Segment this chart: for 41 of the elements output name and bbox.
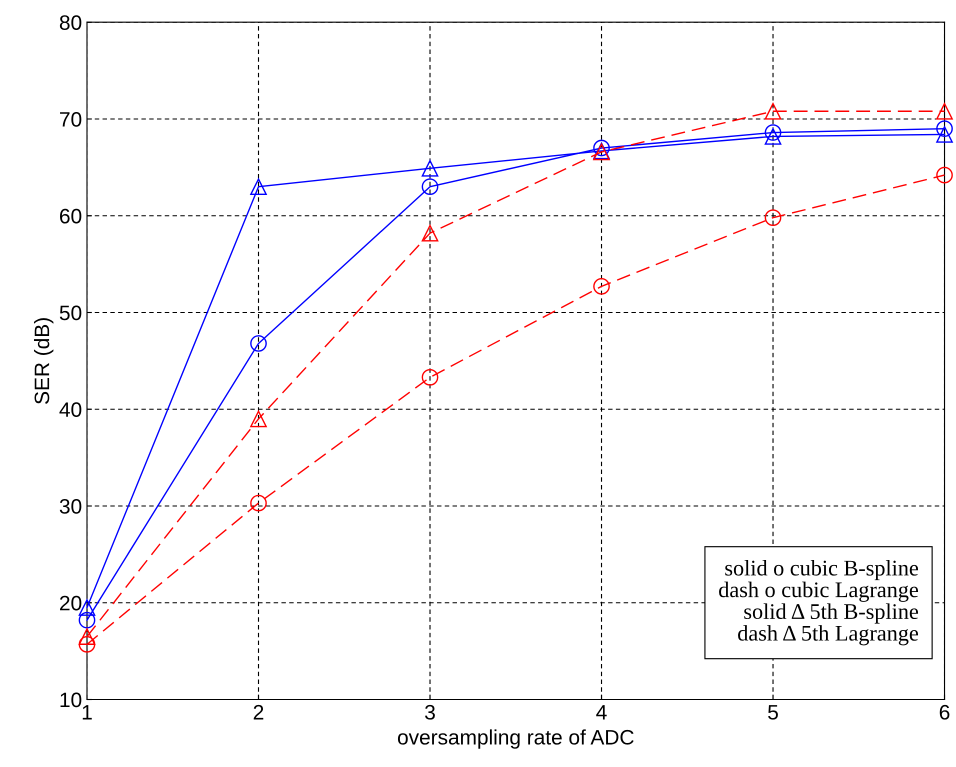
annotation: solid o cubic B-spline bbox=[725, 560, 918, 580]
y-tick-label: 50 bbox=[60, 306, 82, 320]
x-axis-title: oversampling rate of ADC bbox=[398, 729, 634, 749]
point bbox=[422, 178, 438, 196]
point bbox=[593, 140, 610, 156]
point bbox=[250, 178, 267, 196]
point bbox=[936, 126, 953, 143]
y-tick-label: 80 bbox=[60, 15, 82, 30]
point bbox=[593, 278, 610, 295]
x-tick-label: 5 bbox=[768, 705, 778, 720]
point bbox=[422, 224, 438, 242]
annotation: solid Δ 5th B-spline bbox=[744, 603, 918, 624]
point bbox=[78, 612, 96, 628]
x-tick-label: 4 bbox=[596, 705, 607, 720]
point bbox=[250, 410, 267, 428]
point bbox=[422, 368, 438, 386]
y-tick-label: 30 bbox=[60, 499, 82, 514]
y-tick-label: 40 bbox=[59, 402, 82, 418]
y-tick-label: 70 bbox=[60, 112, 82, 127]
point bbox=[422, 160, 438, 177]
x-tick-label: 3 bbox=[425, 704, 435, 720]
annotation: dash Δ 5th Lagrange bbox=[738, 625, 918, 646]
point bbox=[78, 628, 96, 645]
point bbox=[764, 102, 782, 120]
y-axis-title: SER (dB) bbox=[34, 318, 54, 404]
point bbox=[764, 128, 782, 145]
y-tick-label: 10 bbox=[60, 692, 82, 708]
point bbox=[936, 102, 953, 120]
point bbox=[250, 335, 267, 352]
annotation: dash o cubic Lagrange bbox=[719, 582, 918, 602]
y-tick-label: 20 bbox=[60, 596, 82, 611]
x-tick-label: 6 bbox=[940, 704, 950, 720]
x-tick-label: 1 bbox=[82, 705, 92, 720]
point bbox=[936, 120, 953, 138]
point bbox=[250, 494, 267, 512]
point bbox=[78, 636, 96, 653]
x-tick-label: 2 bbox=[254, 704, 264, 720]
y-tick-label: 60 bbox=[60, 208, 82, 224]
point bbox=[764, 209, 782, 226]
point bbox=[764, 124, 782, 141]
point bbox=[936, 166, 953, 184]
